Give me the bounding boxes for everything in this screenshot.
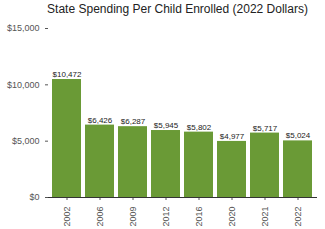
svg-text:2022: 2022 (293, 207, 303, 227)
svg-text:$0: $0 (29, 192, 39, 202)
svg-text:$6,426: $6,426 (88, 116, 113, 125)
svg-text:2002: 2002 (62, 207, 72, 227)
svg-text:$5,802: $5,802 (187, 123, 212, 132)
svg-text:$5,717: $5,717 (253, 124, 278, 133)
svg-text:$6,287: $6,287 (121, 117, 146, 126)
svg-text:$5,024: $5,024 (286, 131, 311, 140)
svg-text:2021: 2021 (260, 207, 270, 227)
svg-text:2006: 2006 (95, 207, 105, 227)
svg-text:2012: 2012 (161, 207, 171, 227)
html-text:State Spending Per Child Enrol: State Spending Per Child Enrolled (2022 … (47, 2, 308, 16)
svg-text:$10,000: $10,000 (7, 80, 40, 90)
svg-text:$10,472: $10,472 (53, 70, 82, 79)
svg-text:$15,000: $15,000 (7, 23, 40, 33)
svg-text:$5,000: $5,000 (12, 136, 40, 146)
svg-text:2020: 2020 (227, 207, 237, 227)
svg-text:2016: 2016 (194, 207, 204, 227)
svg-text:$4,977: $4,977 (220, 132, 245, 141)
svg-text:$5,945: $5,945 (154, 121, 179, 130)
svg-text:2009: 2009 (128, 207, 138, 227)
